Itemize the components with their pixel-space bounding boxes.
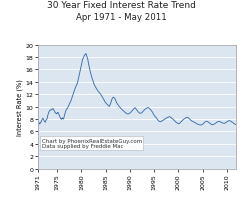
- Text: 30 Year Fixed Interest Rate Trend: 30 Year Fixed Interest Rate Trend: [47, 1, 196, 10]
- Text: Apr 1971 - May 2011: Apr 1971 - May 2011: [76, 13, 167, 22]
- Y-axis label: Interest Rate (%): Interest Rate (%): [16, 79, 23, 135]
- Text: Chart by PhoenixRealEstateGuy.com
Data supplied by Freddie Mac: Chart by PhoenixRealEstateGuy.com Data s…: [42, 138, 142, 149]
